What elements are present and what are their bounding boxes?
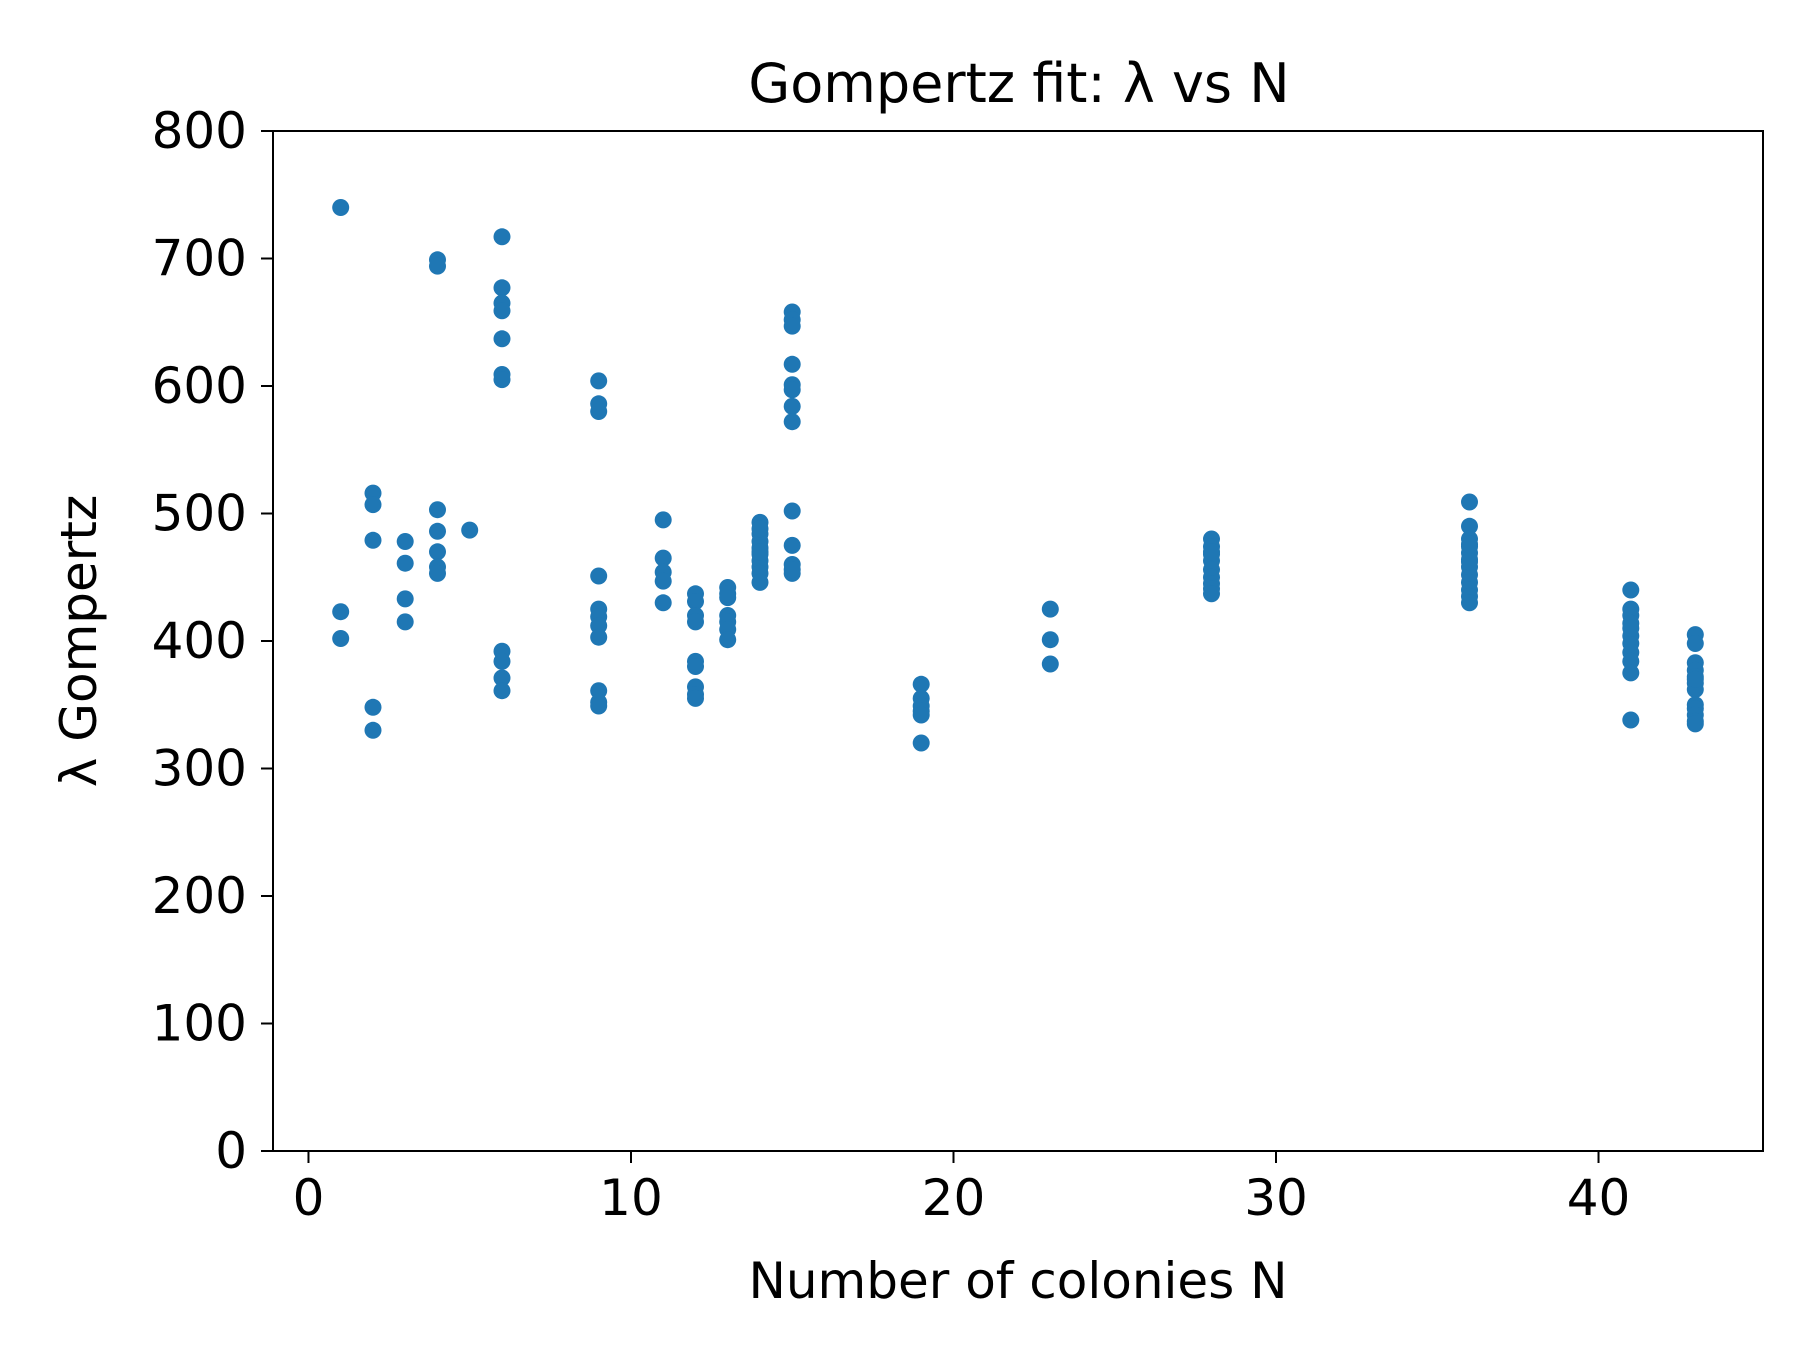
- data-point: [364, 721, 382, 739]
- data-point: [429, 501, 446, 519]
- data-point: [654, 511, 672, 529]
- data-point: [590, 628, 608, 646]
- data-point: [332, 199, 350, 216]
- data-point: [1041, 631, 1059, 649]
- data-point: [429, 564, 446, 582]
- data-point: [590, 403, 608, 420]
- data-point: [364, 496, 382, 514]
- data-point: [1686, 670, 1704, 688]
- data-point: [493, 682, 511, 700]
- data-point: [783, 502, 801, 520]
- y-tick-label: 300: [152, 740, 247, 798]
- data-points: [332, 199, 1704, 752]
- data-point: [364, 698, 382, 716]
- data-point: [751, 543, 769, 561]
- data-point: [751, 520, 769, 538]
- data-point: [493, 330, 511, 348]
- x-tick-label: 20: [922, 1169, 986, 1227]
- data-point: [687, 658, 704, 675]
- data-point: [396, 554, 414, 572]
- y-tick-label: 200: [152, 867, 247, 925]
- data-point: [687, 613, 704, 631]
- data-point: [493, 669, 511, 687]
- data-point: [493, 302, 511, 320]
- y-tick-label: 100: [152, 995, 247, 1053]
- x-tick-label: 40: [1567, 1169, 1631, 1227]
- y-tick-label: 500: [152, 485, 247, 543]
- data-point: [1041, 600, 1059, 618]
- data-point: [364, 531, 382, 549]
- y-tick-label: 600: [152, 357, 247, 415]
- data-point: [429, 522, 446, 540]
- y-axis-ticks: 0 100 200 300 400 500 600 700 800: [152, 102, 273, 1180]
- data-point: [1622, 711, 1640, 729]
- data-point: [1686, 635, 1704, 652]
- data-point: [912, 706, 930, 724]
- data-point: [429, 257, 446, 275]
- data-point: [687, 593, 704, 610]
- data-point: [461, 521, 479, 539]
- data-point: [1203, 543, 1220, 561]
- data-point: [493, 652, 511, 670]
- data-point: [1461, 493, 1478, 511]
- data-point: [912, 675, 930, 693]
- y-tick-label: 700: [152, 230, 247, 288]
- data-point: [783, 355, 801, 373]
- data-point: [783, 317, 801, 335]
- data-point: [396, 533, 414, 550]
- data-point: [719, 585, 737, 603]
- x-tick-label: 0: [293, 1169, 325, 1227]
- data-point: [1461, 517, 1478, 535]
- data-point: [1622, 581, 1640, 599]
- data-point: [687, 689, 704, 707]
- y-tick-label: 0: [215, 1122, 247, 1180]
- data-point: [1461, 553, 1478, 571]
- data-point: [493, 279, 511, 297]
- data-point: [1622, 619, 1640, 637]
- data-point: [719, 631, 737, 649]
- data-point: [783, 561, 801, 579]
- data-point: [332, 603, 350, 621]
- data-point: [1461, 594, 1478, 612]
- data-point: [783, 397, 801, 415]
- y-tick-label: 800: [152, 102, 247, 160]
- data-point: [429, 543, 446, 561]
- data-point: [783, 536, 801, 554]
- data-point: [654, 572, 672, 590]
- data-point: [1686, 715, 1704, 733]
- data-point: [912, 734, 930, 752]
- data-point: [1622, 664, 1640, 682]
- y-tick-label: 400: [152, 612, 247, 670]
- data-point: [783, 413, 801, 431]
- data-point: [396, 590, 414, 608]
- data-point: [590, 697, 608, 715]
- data-point: [654, 594, 672, 612]
- data-point: [783, 381, 801, 399]
- data-point: [751, 573, 769, 591]
- x-tick-label: 30: [1244, 1169, 1308, 1227]
- data-point: [1203, 585, 1220, 603]
- data-point: [590, 567, 608, 585]
- data-point: [493, 371, 511, 389]
- x-axis-ticks: 0 10 20 30 40: [293, 1151, 1631, 1227]
- x-axis-label: Number of colonies N: [748, 1252, 1287, 1310]
- data-point: [1461, 535, 1478, 553]
- y-axis-label: λ Gompertz: [50, 495, 108, 787]
- data-point: [654, 549, 672, 567]
- data-point: [332, 630, 350, 647]
- data-point: [493, 228, 511, 246]
- data-point: [396, 613, 414, 631]
- data-point: [1041, 655, 1059, 673]
- x-tick-label: 10: [599, 1169, 663, 1227]
- data-point: [590, 372, 608, 390]
- chart-title: Gompertz fit: λ vs N: [748, 52, 1289, 115]
